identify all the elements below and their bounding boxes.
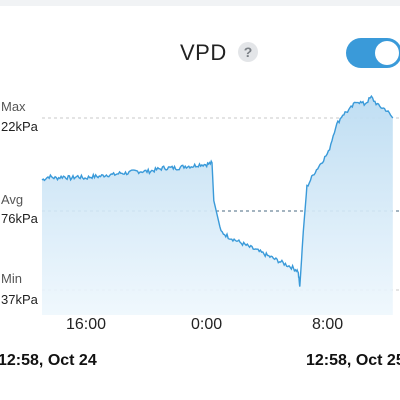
avg-label: Avg — [1, 192, 23, 207]
start-date-label: 12:58, Oct 24 — [0, 352, 97, 369]
toggle-knob — [375, 41, 399, 65]
max-value: 22kPa — [1, 119, 39, 134]
vpd-toggle[interactable] — [346, 38, 400, 68]
min-label: Min — [1, 271, 22, 286]
top-edge — [0, 0, 400, 6]
series-area — [42, 96, 393, 315]
avg-value: 76kPa — [1, 211, 39, 226]
page-title: VPD — [180, 40, 227, 65]
min-value: 37kPa — [1, 292, 39, 307]
x-tick-16: 16:00 — [66, 316, 106, 333]
end-date-label: 12:58, Oct 25 — [306, 352, 400, 369]
x-tick-8: 8:00 — [312, 316, 343, 333]
series-line — [41, 94, 394, 287]
question-circle-icon[interactable]: ? — [238, 42, 258, 62]
max-label: Max — [1, 99, 26, 114]
x-tick-0: 0:00 — [191, 316, 222, 333]
